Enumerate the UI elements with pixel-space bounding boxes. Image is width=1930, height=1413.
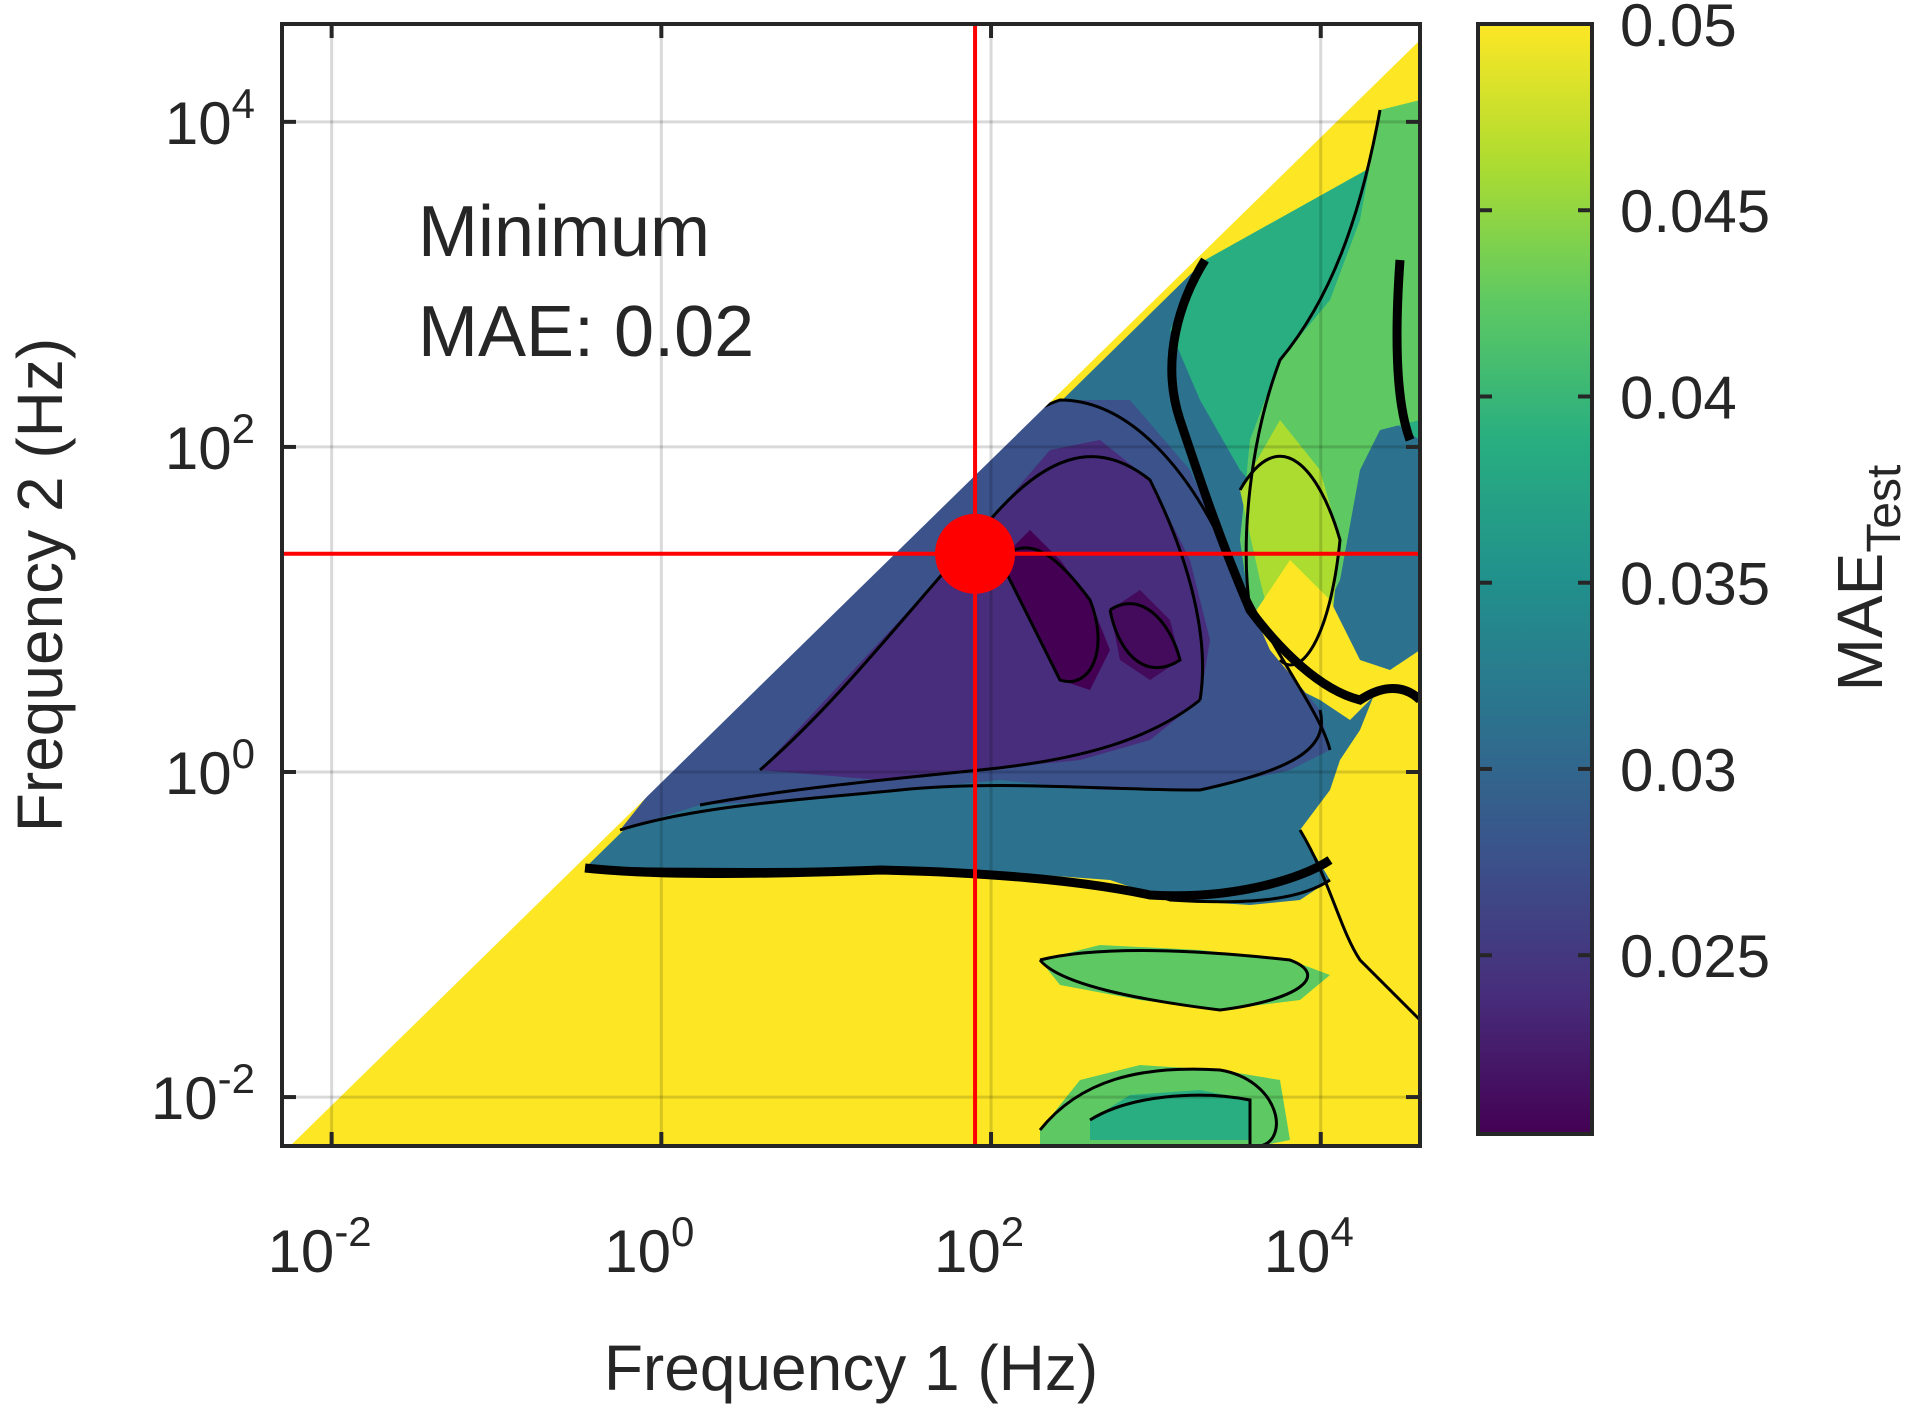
- y-axis: 10-2 100 102 104: [151, 80, 1420, 1132]
- colorbar-label-main: MAE: [1824, 553, 1896, 692]
- contour-line-6: [1108, 602, 1182, 670]
- x-tick-label-3: 104: [1264, 1208, 1354, 1285]
- plot-border: [280, 22, 1422, 1148]
- y-tick-label-3: 104: [165, 80, 255, 157]
- y-tick-label-1: 100: [165, 730, 255, 807]
- contour-line-thick-boundary: [584, 856, 1333, 901]
- colorbar-label-sub: Test: [1858, 465, 1911, 553]
- annotation-line-1: Minimum: [418, 192, 710, 272]
- annotation-line-2: MAE: 0.02: [418, 292, 754, 372]
- colorbar: [1476, 22, 1594, 1136]
- colorbar-tick-label-2: 0.035: [1620, 551, 1770, 618]
- contour-line-thick-right: [1392, 259, 1415, 442]
- colorbar-tick-label-1: 0.03: [1620, 737, 1737, 804]
- colorbar-label: MAETest: [1824, 465, 1911, 692]
- contour-line-12: [1089, 1093, 1252, 1146]
- minimum-guides: [282, 24, 1420, 1146]
- colorbar-ticks: 0.025 0.03 0.035 0.04 0.045 0.05: [1478, 0, 1770, 990]
- contour-region-purple-mid: [1110, 590, 1180, 680]
- y-tick-label-0: 10-2: [151, 1055, 255, 1132]
- y-axis-label: Frequency 2 (Hz): [4, 338, 76, 832]
- colorbar-tick-label-4: 0.045: [1620, 178, 1770, 245]
- contour-island-green-mid: [1040, 945, 1330, 1010]
- contour-region-indigo: [760, 440, 1210, 780]
- contour-line-9: [1244, 109, 1382, 611]
- contour-line-3: [699, 698, 1201, 807]
- y-tick-label-2: 102: [165, 405, 255, 482]
- x-tick-label-0: 10-2: [268, 1208, 372, 1285]
- contour-line-11: [1038, 1067, 1278, 1146]
- colorbar-tick-label-5: 0.05: [1620, 0, 1737, 59]
- colorbar-tick-label-3: 0.04: [1620, 364, 1737, 431]
- contour-line-4: [759, 455, 1205, 772]
- x-tick-label-2: 102: [934, 1208, 1024, 1285]
- contour-line-thick-upper: [1167, 257, 1420, 705]
- contour-line-10: [1038, 949, 1310, 1012]
- minimum-marker: [935, 513, 1016, 594]
- x-axis-label: Frequency 1 (Hz): [604, 1332, 1098, 1404]
- x-axis: 10-2 100 102 104: [268, 24, 1354, 1285]
- contour-line-2: [619, 709, 1323, 832]
- invalid-region-mask: [282, 24, 1420, 1146]
- contour-region-purple-min: [1000, 530, 1110, 690]
- grid-lines: [282, 24, 1420, 1146]
- x-tick-label-1: 100: [604, 1208, 694, 1285]
- colorbar-tick-label-0: 0.025: [1620, 923, 1770, 990]
